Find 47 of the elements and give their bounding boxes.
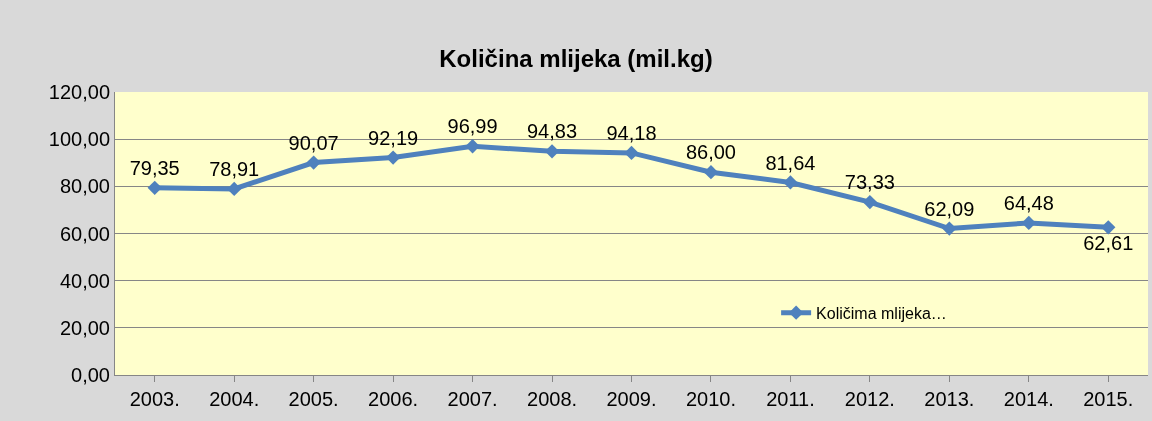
data-label: 92,19 [368, 126, 419, 149]
x-tick-label: 2012. [844, 388, 895, 410]
point [624, 145, 639, 161]
data-label: 94,83 [527, 120, 578, 143]
legend-label: Količima mlijeka… [816, 304, 947, 322]
data-label: 62,61 [1083, 232, 1134, 255]
y-tick-label: 0,00 [71, 364, 110, 386]
point [227, 181, 242, 197]
data-label: 79,35 [129, 156, 180, 179]
x-tick-label: 2009. [606, 388, 657, 410]
x-tick-label: 2006. [368, 388, 419, 410]
point [942, 221, 957, 236]
point [147, 180, 162, 196]
y-tick-label: 40,00 [59, 269, 110, 292]
point [465, 139, 480, 154]
data-label: 64,48 [1003, 192, 1054, 215]
x-tick-label: 2005. [288, 388, 339, 410]
data-label: 90,07 [288, 131, 339, 154]
y-tick-label: 120,00 [48, 81, 110, 103]
data-label: 94,18 [606, 122, 657, 145]
data-label: 62,09 [924, 197, 975, 220]
chart-title: Količina mlijeka (mil.kg) [439, 45, 713, 73]
x-tick-label: 2015. [1083, 388, 1134, 410]
point [1021, 215, 1036, 231]
data-label: 73,33 [844, 171, 895, 194]
x-tick-label: 2010. [685, 388, 736, 410]
x-tick-label: 2013. [924, 388, 975, 410]
x-tick-label: 2007. [447, 388, 498, 410]
y-tick-label: 80,00 [59, 175, 110, 198]
data-label: 78,91 [209, 158, 260, 181]
y-tick-label: 100,00 [48, 128, 110, 151]
y-tick-label: 20,00 [59, 316, 110, 339]
x-tick-label: 2003. [129, 388, 180, 410]
data-label: 96,99 [447, 115, 498, 138]
x-tick-label: 2014. [1003, 388, 1054, 410]
point [703, 165, 719, 180]
data-label: 86,00 [685, 141, 736, 164]
x-tick-label: 2008. [527, 388, 578, 410]
point [783, 175, 798, 190]
point [385, 150, 401, 165]
x-tick-label: 2004. [209, 388, 260, 410]
point [1101, 220, 1116, 235]
point [862, 194, 878, 210]
y-tick-label: 60,00 [59, 222, 110, 245]
point [306, 155, 321, 170]
data-label: 81,64 [765, 151, 816, 174]
x-tick-label: 2011. [766, 388, 815, 410]
